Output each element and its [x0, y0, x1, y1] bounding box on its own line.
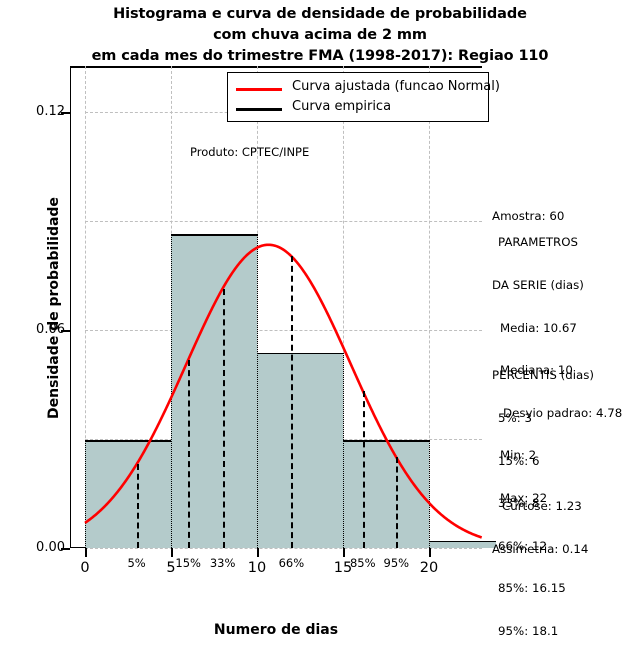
histogram-bar-side-edge: [343, 440, 344, 548]
parameters-header-2: DA SERIE (dias): [492, 278, 584, 293]
percentile-marker-label: 66%: [278, 556, 305, 570]
x-axis-tick: [429, 548, 431, 557]
x-axis-tick-label: 0: [80, 560, 90, 576]
x-axis-tick: [171, 548, 173, 557]
stat-curtose: Curtose: 1.23: [502, 499, 582, 514]
histogram-bar: [343, 440, 429, 548]
histogram-bar-side-edge: [171, 234, 172, 548]
y-axis-tick-label: 0.00: [36, 540, 65, 555]
legend-swatch-empirical: [236, 108, 282, 111]
legend-swatch-fitted: [236, 88, 282, 91]
histogram-bar: [429, 540, 497, 548]
percentile-marker-line: [188, 359, 191, 548]
series-parameters-panel: PARAMETROS DA SERIE (dias) Media: 10.67 …: [492, 207, 622, 534]
percentile-33: 33%: 8: [498, 496, 540, 511]
parameters-header-1: PARAMETROS: [498, 235, 579, 250]
percentile-marker-label: 5%: [127, 556, 146, 570]
histogram-bar-top-edge: [171, 234, 257, 236]
percentiles-header: PERCENTIS (dias): [492, 368, 594, 383]
histogram-bar-side-edge: [429, 440, 430, 548]
y-axis-tick-label: 0.12: [36, 104, 65, 119]
histogram-bar-side-edge: [257, 352, 258, 548]
x-axis-tick-label: 10: [247, 560, 267, 576]
histogram-bar-side-edge: [85, 440, 86, 548]
sample-size-text: Amostra: 60: [492, 181, 564, 252]
plot-top-border: [70, 66, 482, 68]
title-line-1: Histograma e curva de densidade de proba…: [113, 6, 527, 22]
legend-label-empirical: Curva empirica: [292, 99, 392, 114]
percentile-marker-label: 33%: [209, 556, 236, 570]
x-axis-tick-label: 5: [166, 560, 176, 576]
percentile-marker-line: [136, 464, 139, 548]
stat-assimetria: Assimetria: 0.14: [492, 542, 589, 557]
stat-mediana: Mediana: 10: [500, 363, 573, 378]
stat-media: Media: 10.67: [500, 320, 577, 335]
percentile-marker-line: [291, 256, 294, 548]
percentile-15: 15%: 6: [498, 453, 540, 468]
y-axis-tick: [61, 330, 70, 332]
stat-min: Min: 2: [500, 448, 537, 463]
x-axis-label: Numero de dias: [213, 622, 339, 638]
percentile-5: 5%: 3: [498, 411, 532, 426]
histogram-bar-side-edge: [429, 540, 430, 548]
x-axis-tick-label: 15: [333, 560, 353, 576]
histogram-bar-top-edge: [85, 440, 171, 442]
histogram-bar: [85, 440, 171, 548]
x-axis-tick: [85, 548, 87, 557]
percentile-marker-label: 95%: [383, 556, 410, 570]
percentile-marker-line: [222, 288, 225, 548]
legend-label-fitted: Curva ajustada (funcao Normal): [292, 79, 500, 94]
sample-size-value: Amostra: 60: [492, 209, 565, 224]
moments-panel: Curtose: 1.23 Assimetria: 0.14: [492, 471, 588, 585]
histogram-bar: [171, 234, 257, 548]
gridline-horizontal: [85, 330, 482, 331]
gridline-horizontal: [85, 221, 482, 222]
produto-annotation: Produto: CPTEC/INPE: [190, 145, 310, 159]
stat-max: Max: 22: [500, 491, 548, 506]
legend: Curva ajustada (funcao Normal) Curva emp…: [227, 72, 500, 122]
x-axis-tick: [257, 548, 259, 557]
gridline-horizontal: [85, 548, 482, 549]
histogram-bar-top-edge: [257, 352, 343, 355]
percentile-66: 66%: 12: [498, 538, 547, 553]
x-axis-tick-label: 20: [419, 560, 439, 576]
y-axis-tick: [61, 112, 70, 114]
percentile-95: 95%: 18.1: [498, 624, 559, 639]
title-line-2: com chuva acima de 2 mm: [213, 27, 427, 43]
title-line-3: em cada mes do trimestre FMA (1998-2017)…: [91, 48, 549, 64]
percentiles-panel: PERCENTIS (dias) 5%: 3 15%: 6 33%: 8 66%…: [492, 340, 594, 667]
histogram-bar-top-edge: [429, 540, 497, 543]
percentile-85: 85%: 16.15: [498, 581, 566, 596]
histogram-bar-top-edge: [343, 440, 429, 442]
x-axis-tick: [343, 548, 345, 557]
percentile-marker-label: 85%: [349, 556, 376, 570]
percentile-marker-line: [396, 457, 399, 548]
stat-desvio-padrao: Desvio padrao: 4.78: [503, 405, 623, 420]
y-axis-tick: [61, 548, 70, 550]
percentile-marker-line: [362, 390, 365, 548]
y-axis-label: Densidade de probabilidade: [46, 197, 62, 419]
histogram-bar: [257, 352, 343, 548]
page-title: Histograma e curva de densidade de proba…: [0, 4, 640, 67]
percentile-marker-label: 15%: [175, 556, 201, 570]
y-axis-tick-label: 0.06: [36, 322, 65, 337]
